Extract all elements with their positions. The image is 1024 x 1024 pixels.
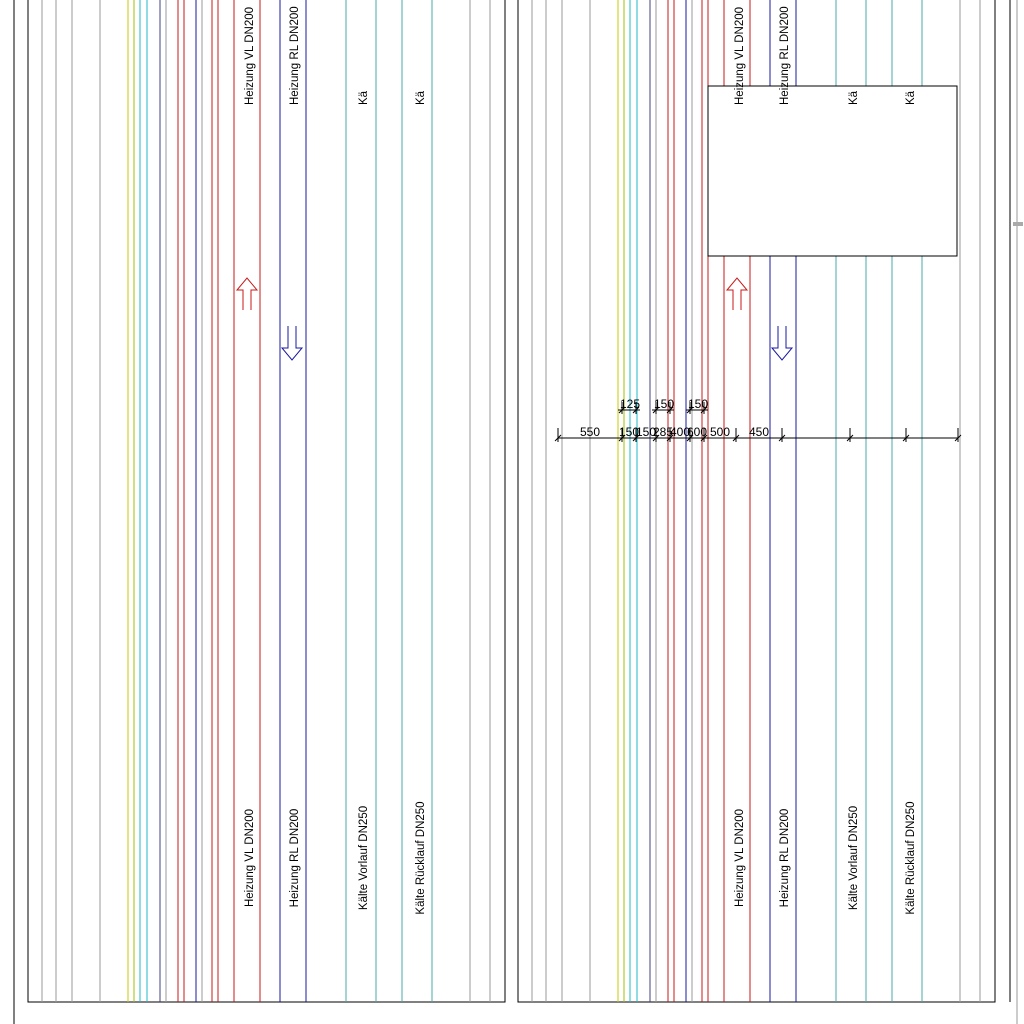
marker [1013, 222, 1023, 226]
dimension-value: 550 [580, 425, 600, 439]
pipe-label: Kä [905, 90, 917, 105]
dimension-value: 150 [636, 425, 656, 439]
pipe-label: Kä [415, 90, 427, 105]
detail-box [707, 85, 958, 257]
flow-arrow-down [280, 326, 304, 361]
pipe-label: Kä [848, 90, 860, 105]
dimension-value: 150 [654, 397, 674, 411]
pipe-label: Heizung RL DN200 [779, 809, 791, 908]
pipe-label: Heizung VL DN200 [244, 7, 256, 105]
pipe-label: Kä [358, 90, 370, 105]
dimension-value: 150 [619, 425, 639, 439]
dimension-value: 150 [688, 397, 708, 411]
pipe-label: Heizung RL DN200 [779, 6, 791, 105]
pipe-label: Kälte Rücklauf DN250 [905, 801, 917, 914]
panel-frame [27, 0, 506, 1003]
flow-arrow-down [770, 326, 794, 361]
pipe-label: Heizung RL DN200 [289, 809, 301, 908]
panel-frame [517, 0, 996, 1003]
pipe-label: Heizung VL DN200 [734, 809, 746, 907]
pipe-label: Kälte Rücklauf DN250 [415, 801, 427, 914]
pipe-label: Heizung VL DN200 [734, 7, 746, 105]
pipe-label: Heizung VL DN200 [244, 809, 256, 907]
dimension-value: 400 [670, 425, 690, 439]
dimension-value: 125 [620, 397, 640, 411]
dimension-value: 500 [710, 425, 730, 439]
pipe-label: Kälte Vorlauf DN250 [358, 806, 370, 910]
flow-arrow-up [235, 277, 259, 310]
pipe-label: Heizung RL DN200 [289, 6, 301, 105]
pipe-label: Kälte Vorlauf DN250 [848, 806, 860, 910]
flow-arrow-up [725, 277, 749, 310]
dimension-value: 600 [687, 425, 707, 439]
dimension-value: 450 [749, 425, 769, 439]
dimension-value: 285 [653, 425, 673, 439]
